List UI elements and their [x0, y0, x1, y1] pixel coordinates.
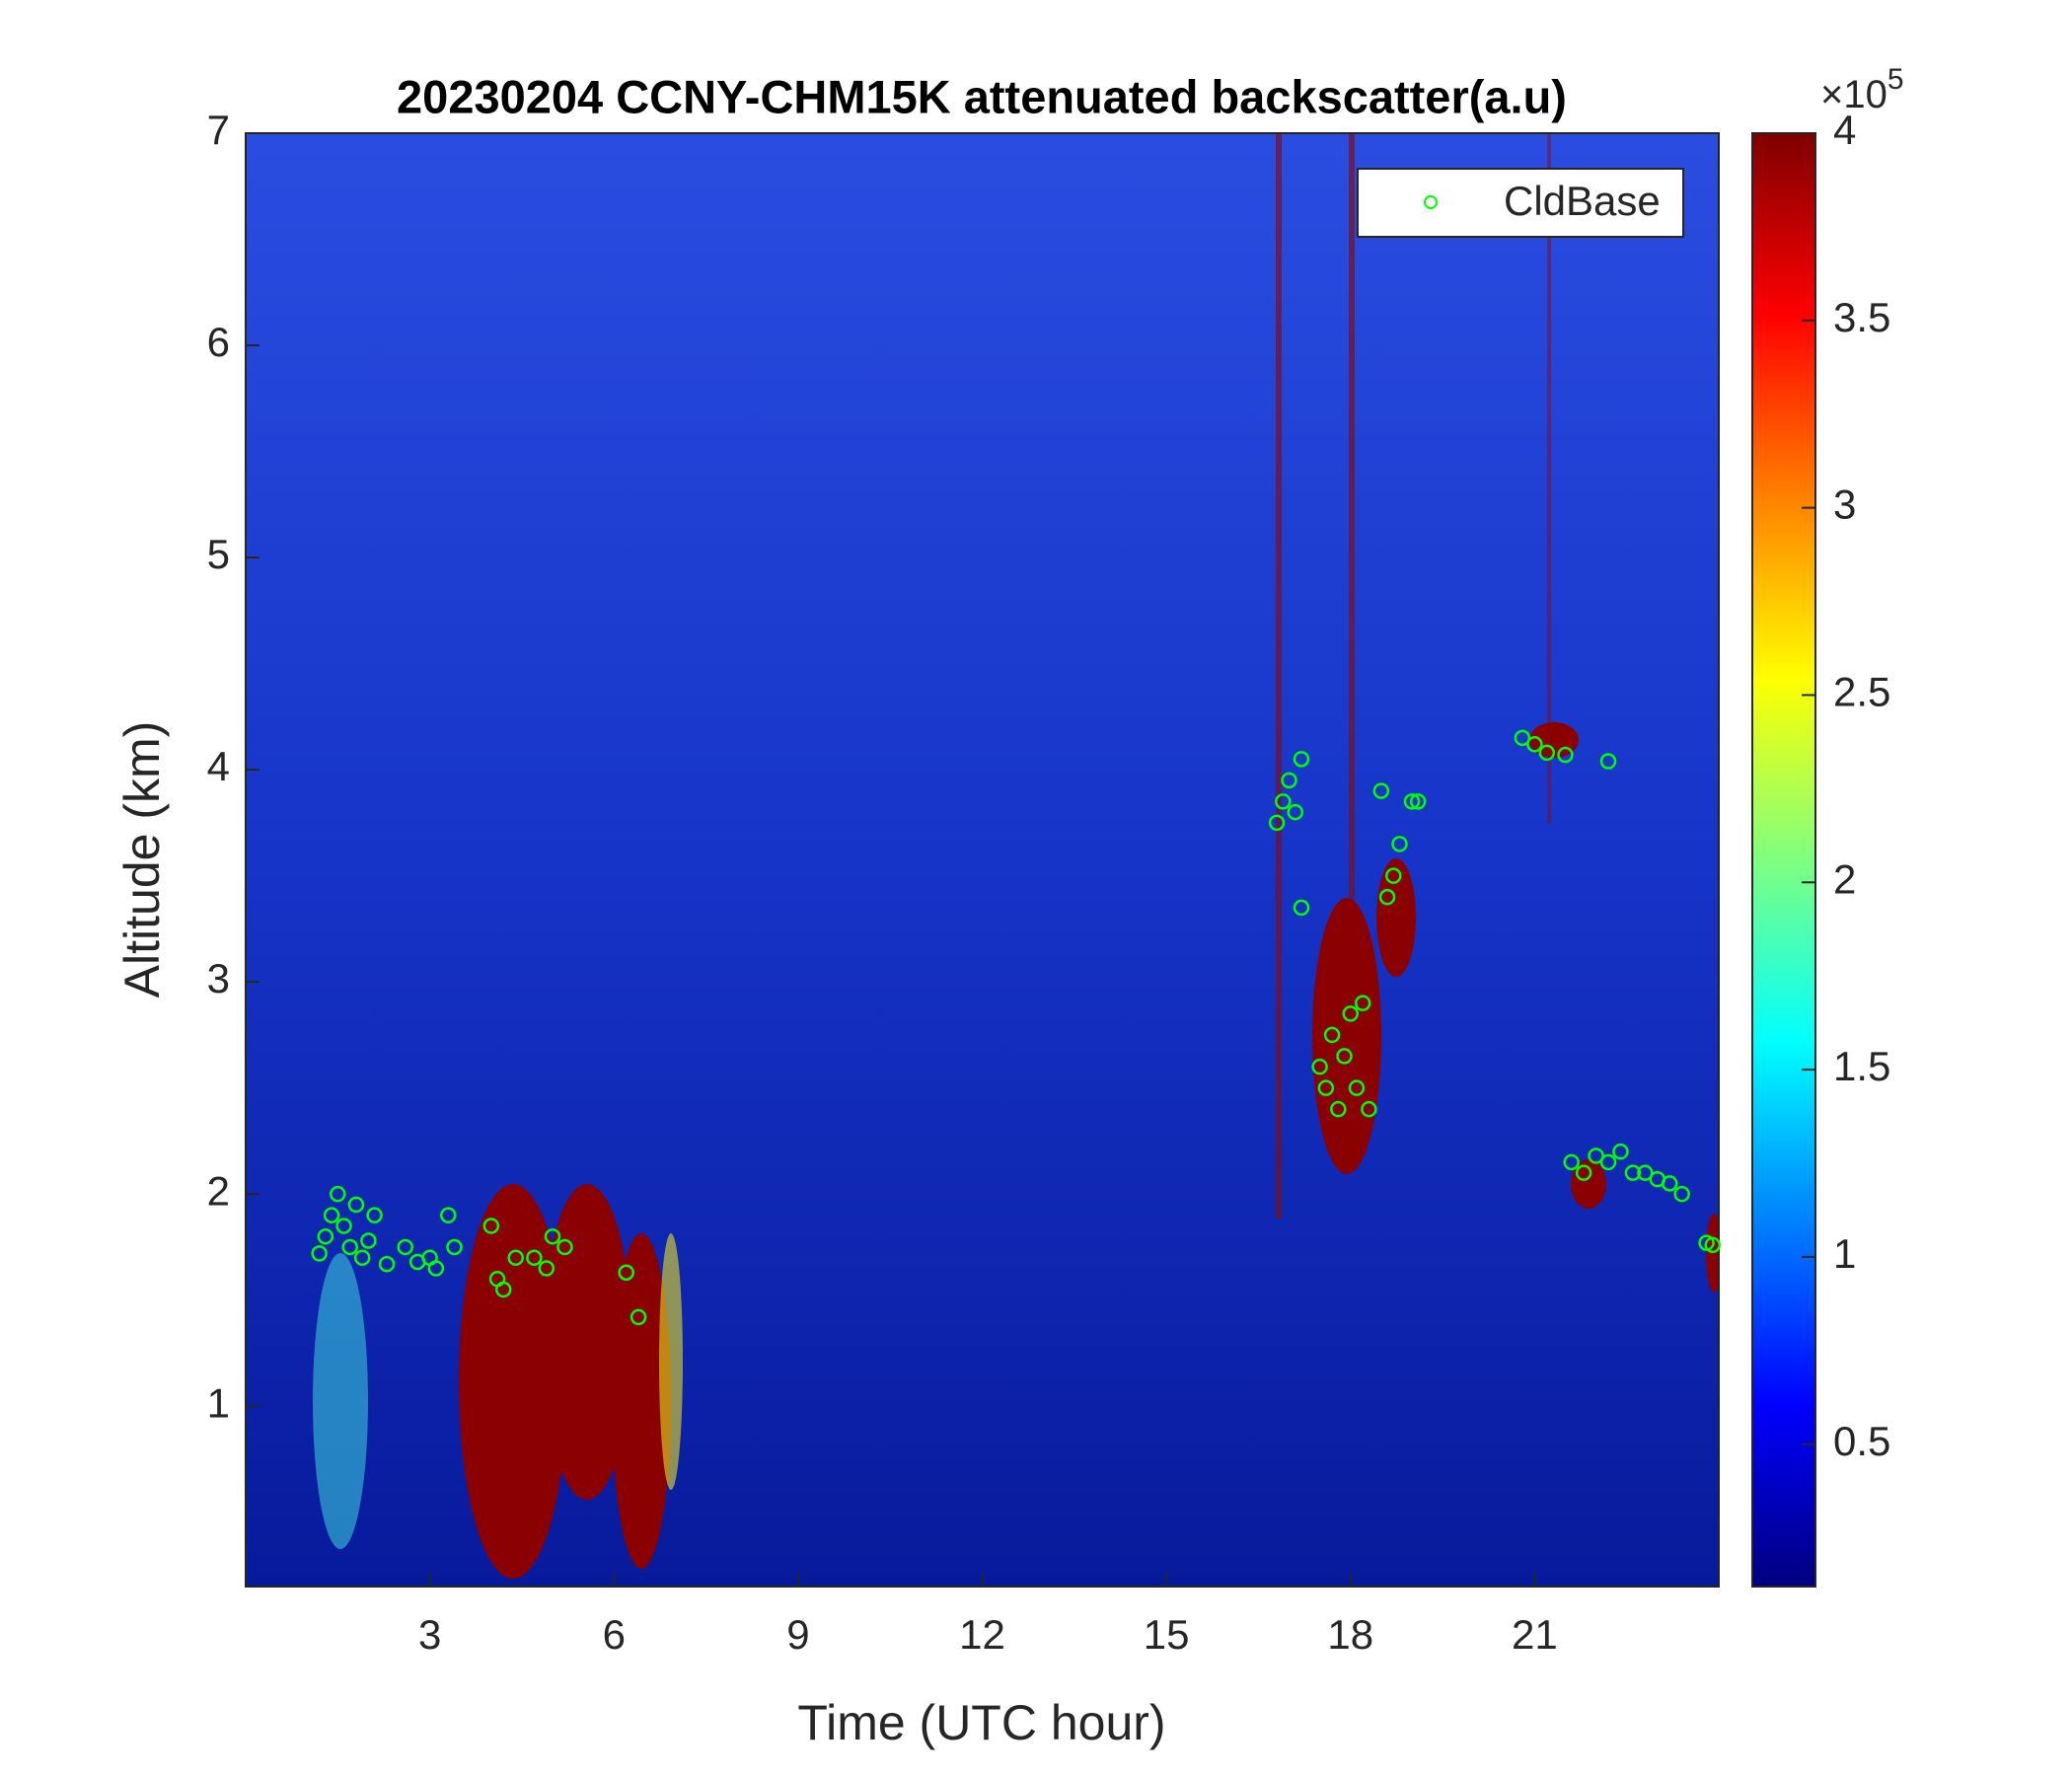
cloud-base-point [1287, 803, 1304, 821]
colorbar-tick-label: 2.5 [1833, 669, 1890, 715]
colorbar [1751, 132, 1816, 1588]
colorbar-tick-label: 1.5 [1833, 1043, 1890, 1089]
cloud-base-point [1599, 1153, 1617, 1171]
y-tick-label: 3 [207, 955, 230, 1001]
cloud-base-point [1538, 744, 1556, 762]
cloud-base-point [1323, 1026, 1341, 1044]
cloud-base-point [1563, 1153, 1580, 1171]
cloud-base-point [1704, 1236, 1722, 1254]
cloud-base-point [1599, 753, 1617, 770]
cloud-base-point [1403, 793, 1421, 810]
y-axis-title: Altitude (km) [114, 721, 170, 999]
cloud-base-point [538, 1260, 555, 1277]
cloud-base-point [317, 1227, 334, 1245]
cloud-base-point [1275, 793, 1292, 810]
cloud-base-point [1514, 729, 1531, 747]
x-tick-label: 12 [959, 1611, 1005, 1658]
cloud-base-point [366, 1207, 383, 1223]
colorbar-tick-label: 3 [1833, 481, 1856, 528]
cloud-base-point [556, 1238, 573, 1256]
y-tick-label: 2 [207, 1167, 230, 1214]
cloud-base-point [341, 1238, 359, 1256]
y-tick-label: 6 [207, 319, 230, 365]
colorbar-tick-label: 4 [1833, 107, 1856, 153]
x-tick-label: 9 [786, 1611, 809, 1658]
cloud-base-point [1342, 1005, 1359, 1022]
chart-title: 20230204 CCNY-CHM15K attenuated backscat… [397, 70, 1567, 122]
cloud-base-point [1526, 736, 1543, 753]
x-tick-label: 6 [603, 1611, 626, 1658]
cloud-base-point [311, 1245, 328, 1262]
cloud-base-point [323, 1207, 340, 1223]
colorbar-scale: ×105 [1820, 63, 1904, 116]
cloud-base-point [1661, 1175, 1678, 1192]
cloud-base-point [1293, 899, 1310, 917]
cloud-base-point [507, 1249, 524, 1266]
cloud-base-point [1637, 1164, 1654, 1181]
cloud-base-point [1268, 814, 1286, 832]
cloud-base-point [1361, 1100, 1377, 1118]
cloud-base-point [544, 1227, 561, 1245]
cloud-base-point [482, 1218, 500, 1234]
cloud-base-point [397, 1238, 413, 1256]
cloud-base-point [440, 1207, 457, 1223]
cloud-base-point [1348, 1079, 1366, 1096]
cloud-base-point [495, 1281, 512, 1298]
cloud-base-point [353, 1249, 371, 1266]
cloud-base-point [629, 1308, 647, 1326]
colorbar-scale-base: ×10 [1820, 73, 1887, 116]
cloud-base-point [347, 1196, 365, 1214]
colorbar-tick-label: 1 [1833, 1230, 1856, 1277]
cloud-base-point [1311, 1058, 1328, 1075]
cloud-base-point [1330, 1100, 1347, 1118]
cloud-base-point [1317, 1079, 1335, 1096]
cloud-base-point [1575, 1164, 1592, 1181]
legend-marker [1424, 195, 1438, 209]
legend: CldBase [1357, 168, 1684, 238]
colorbar-tick-label: 0.5 [1833, 1418, 1890, 1464]
cloud-base-point [1385, 867, 1402, 884]
x-tick-label: 21 [1512, 1611, 1558, 1658]
y-tick-label: 7 [207, 107, 230, 153]
colorbar-tick-label: 2 [1833, 855, 1856, 902]
cloud-base-point [1409, 793, 1427, 810]
y-tick-label: 4 [207, 743, 230, 789]
cloud-base-point [1391, 836, 1408, 852]
cloud-base-point [360, 1232, 377, 1249]
cloud-base-point [427, 1260, 445, 1277]
cloud-base-point [378, 1255, 396, 1273]
colorbar-scale-exponent: 5 [1887, 63, 1904, 96]
cloud-base-point [1557, 746, 1574, 764]
cloud-base-point [330, 1185, 346, 1203]
cloud-base-point [1293, 751, 1310, 768]
y-tick-label: 5 [207, 531, 230, 577]
x-tick-label: 15 [1144, 1611, 1190, 1658]
cloud-base-point [1612, 1143, 1629, 1160]
legend-box [1357, 168, 1684, 238]
cloud-base-point [1372, 782, 1390, 799]
cloud-base-point [1378, 888, 1396, 906]
heatmap [246, 133, 1719, 1587]
colorbar-tick-label: 3.5 [1833, 294, 1890, 340]
cloud-base-point [1336, 1048, 1353, 1065]
x-tick-label: 18 [1327, 1611, 1373, 1658]
cloud-base-point [1354, 995, 1371, 1011]
legend-label: CldBase [1504, 178, 1661, 224]
x-tick-label: 3 [418, 1611, 441, 1658]
cloud-base-point [1673, 1185, 1690, 1203]
cloud-base-point [526, 1249, 543, 1266]
y-tick-label: 1 [207, 1379, 230, 1426]
cloud-base-point [1588, 1147, 1604, 1164]
cloud-base-point [335, 1218, 352, 1234]
cloud-base-point [618, 1264, 634, 1281]
cloud-base-point [446, 1238, 463, 1256]
cloud-base-point [1624, 1164, 1642, 1181]
cloud-base-point [1281, 772, 1297, 789]
x-axis-title: Time (UTC hour) [797, 1695, 1165, 1750]
